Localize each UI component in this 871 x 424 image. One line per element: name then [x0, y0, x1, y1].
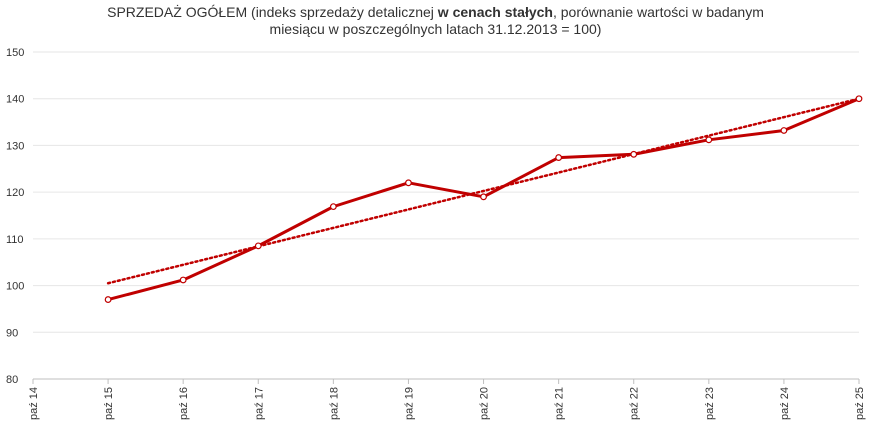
x-tick-label: paź 20 — [479, 387, 491, 420]
data-point — [254, 242, 262, 250]
y-tick-label: 80 — [6, 374, 18, 386]
chart-title-line2: miesiącu w poszczególnych latach 31.12.2… — [269, 21, 602, 37]
x-tick-label: paź 25 — [854, 387, 866, 420]
x-tick-label: paź 18 — [328, 387, 340, 420]
x-tick-label: paź 15 — [103, 387, 115, 420]
y-tick-label: 100 — [6, 281, 24, 293]
data-point — [179, 276, 187, 284]
chart-title-bold: w cenach stałych — [437, 4, 553, 20]
y-tick-label: 130 — [6, 140, 24, 152]
y-tick-label: 110 — [6, 234, 24, 246]
x-tick-label: paź 23 — [704, 387, 716, 420]
data-point — [780, 127, 788, 134]
data-point — [555, 154, 563, 161]
chart-title-part2: , porównanie wartości w badanym — [552, 4, 764, 20]
trendline — [106, 97, 861, 285]
x-tick-label: paź 24 — [779, 387, 791, 420]
data-point — [705, 136, 713, 144]
chart-title: SPRZEDAŻ OGÓŁEM (indeks sprzedaży detali… — [0, 4, 871, 38]
x-tick-label: paź 16 — [178, 387, 190, 420]
y-tick-label: 90 — [6, 327, 18, 339]
y-tick-label: 150 — [6, 47, 24, 59]
y-tick-label: 120 — [6, 187, 24, 199]
x-tick-label: paź 22 — [629, 387, 641, 420]
y-tick-label: 140 — [6, 94, 24, 106]
x-tick-label: paź 14 — [28, 387, 40, 420]
x-tick-label: paź 21 — [554, 387, 566, 420]
data-point — [480, 193, 487, 201]
x-tick-label: paź 17 — [253, 387, 265, 420]
data-point — [630, 150, 638, 158]
data-point — [329, 203, 337, 211]
x-tick-label: paź 19 — [403, 387, 415, 420]
data-point — [405, 179, 412, 187]
data-point — [855, 95, 863, 103]
data-point — [104, 296, 112, 303]
chart-title-part1: SPRZEDAŻ OGÓŁEM (indeks sprzedaży detali… — [107, 4, 438, 20]
